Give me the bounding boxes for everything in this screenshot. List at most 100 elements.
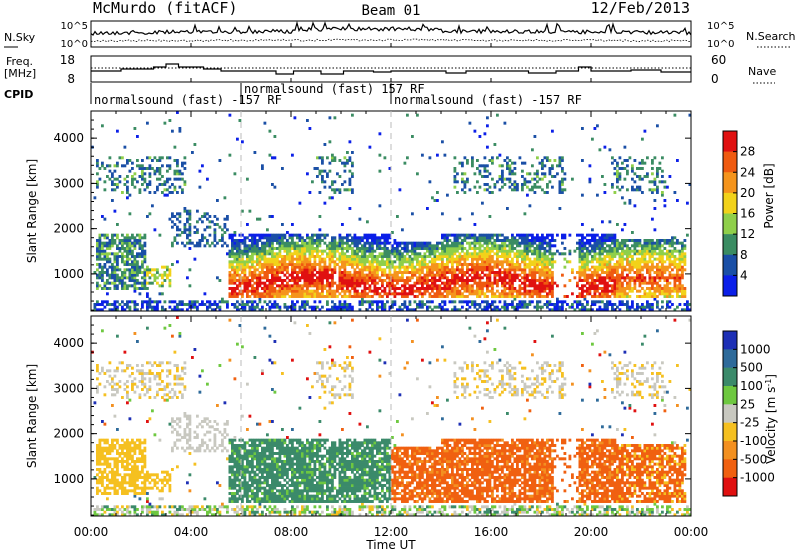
power-cell [143, 236, 147, 240]
power-cell [403, 305, 407, 309]
power-cell [656, 191, 659, 194]
power-cell [651, 281, 654, 285]
power-cell [508, 255, 512, 258]
power-cell [268, 247, 272, 250]
power-cell [241, 209, 244, 213]
power-cell [328, 263, 332, 266]
power-cell [416, 271, 419, 274]
power-cell [353, 260, 357, 264]
power-cell [678, 289, 682, 293]
power-cell [398, 287, 402, 290]
power-cell [528, 268, 532, 272]
power-cell [488, 289, 492, 293]
power-cell [238, 263, 242, 266]
power-cell [648, 188, 652, 192]
power-cell [603, 284, 607, 288]
power-cell [298, 292, 302, 296]
power-cell [96, 244, 99, 248]
power-cell [581, 268, 584, 272]
power-cell [263, 255, 267, 258]
power-cell [548, 249, 552, 253]
power-cell [441, 287, 444, 290]
power-cell [266, 263, 269, 266]
power-cell [503, 260, 507, 264]
power-cell [363, 233, 367, 237]
power-cell [426, 273, 429, 277]
power-cell [438, 287, 442, 290]
power-cell [96, 255, 99, 258]
power-cell [218, 239, 222, 242]
power-cell [278, 244, 282, 248]
power-cell [318, 276, 322, 280]
power-cell [113, 308, 117, 312]
power-cell [291, 279, 294, 282]
power-cell [656, 303, 659, 306]
power-cell [166, 268, 169, 272]
power-cell [173, 215, 177, 218]
power-cell [326, 279, 329, 282]
power-cell [653, 249, 657, 253]
power-cell [521, 300, 524, 304]
power-cell [98, 177, 102, 181]
power-cell [581, 239, 584, 242]
power-cell [653, 241, 657, 245]
power-cell [351, 151, 354, 154]
power-cell [643, 244, 647, 248]
power-cell [588, 164, 592, 168]
power-cell [503, 276, 507, 280]
power-cell [673, 287, 677, 290]
power-cell [396, 281, 399, 285]
power-cell [353, 292, 357, 296]
power-cell [641, 255, 644, 258]
power-cell [156, 271, 159, 274]
power-cell [281, 263, 284, 266]
power-cell [511, 260, 514, 264]
power-cell [123, 281, 127, 285]
power-cell [278, 308, 282, 312]
power-cell [456, 255, 459, 258]
power-cell [456, 292, 459, 296]
power-cell [163, 180, 167, 184]
power-cell [158, 292, 162, 296]
power-cell [116, 161, 119, 165]
power-cell [638, 185, 642, 189]
power-cell [303, 276, 307, 280]
power-cell [298, 252, 302, 256]
power-cell [523, 268, 527, 272]
power-cell [523, 247, 527, 250]
power-cell [403, 292, 407, 296]
power-cell [473, 252, 477, 256]
power-cell [481, 284, 484, 288]
power-cell [386, 236, 389, 240]
power-cell [246, 300, 249, 304]
power-cell [643, 263, 647, 266]
power-cell [548, 273, 552, 277]
power-cell [316, 284, 319, 288]
power-cell [391, 273, 394, 277]
power-cell [98, 239, 102, 242]
power-cell [113, 260, 117, 264]
power-cell [233, 247, 237, 250]
power-cell [601, 300, 604, 304]
power-cell [133, 236, 137, 240]
power-cell [516, 257, 519, 261]
power-cell [116, 164, 119, 168]
power-cell [278, 289, 282, 293]
power-cell [681, 249, 684, 253]
power-cell [401, 308, 404, 312]
power-cell [146, 303, 149, 306]
power-cell [643, 260, 647, 264]
power-cell [373, 292, 377, 296]
power-cell [146, 183, 149, 186]
power-cell [601, 281, 604, 285]
power-cell [503, 268, 507, 272]
power-cell [338, 308, 342, 312]
power-cell [523, 249, 527, 253]
power-cell [336, 247, 339, 250]
power-cell [588, 287, 592, 290]
power-cell [603, 289, 607, 293]
power-cell [266, 249, 269, 253]
power-cell [336, 289, 339, 293]
power-cell [401, 241, 404, 245]
power-cell [336, 308, 339, 312]
